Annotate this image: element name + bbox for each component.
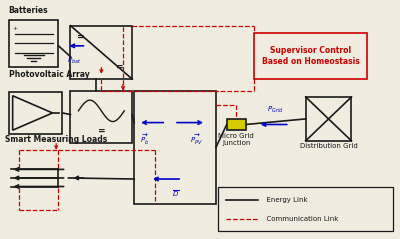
Text: Batteries: Batteries xyxy=(9,6,48,15)
Text: =: = xyxy=(77,33,84,42)
Bar xyxy=(254,33,368,79)
Text: Smart Measuring Loads: Smart Measuring Loads xyxy=(5,136,107,144)
Text: Micro Grid
Junction: Micro Grid Junction xyxy=(218,133,254,146)
Bar xyxy=(9,20,58,67)
Bar xyxy=(306,97,352,141)
Text: Supervisor Control
Based on Homeostasis: Supervisor Control Based on Homeostasis xyxy=(262,46,360,66)
Text: +: + xyxy=(13,26,18,31)
Text: Communication Link: Communication Link xyxy=(262,216,338,222)
Bar xyxy=(134,91,216,204)
Text: $P_{Grid}$: $P_{Grid}$ xyxy=(268,105,284,115)
Bar xyxy=(218,187,393,231)
Bar xyxy=(9,92,62,134)
Text: $\overrightarrow{P_b}$: $\overrightarrow{P_b}$ xyxy=(140,133,149,147)
Text: Distribution Grid: Distribution Grid xyxy=(300,143,358,149)
Text: =: = xyxy=(98,127,105,136)
Bar xyxy=(227,119,246,130)
Text: $\overline{D}$: $\overline{D}$ xyxy=(172,189,180,199)
Bar xyxy=(70,26,132,79)
Text: $\overrightarrow{P_{PV}}$: $\overrightarrow{P_{PV}}$ xyxy=(190,133,202,147)
Text: =: = xyxy=(116,63,124,72)
Bar xyxy=(70,91,132,143)
Text: Energy Link: Energy Link xyxy=(262,196,308,202)
Text: Photovoltaic Array: Photovoltaic Array xyxy=(9,70,90,79)
Text: $P_{bat}$: $P_{bat}$ xyxy=(67,55,82,65)
